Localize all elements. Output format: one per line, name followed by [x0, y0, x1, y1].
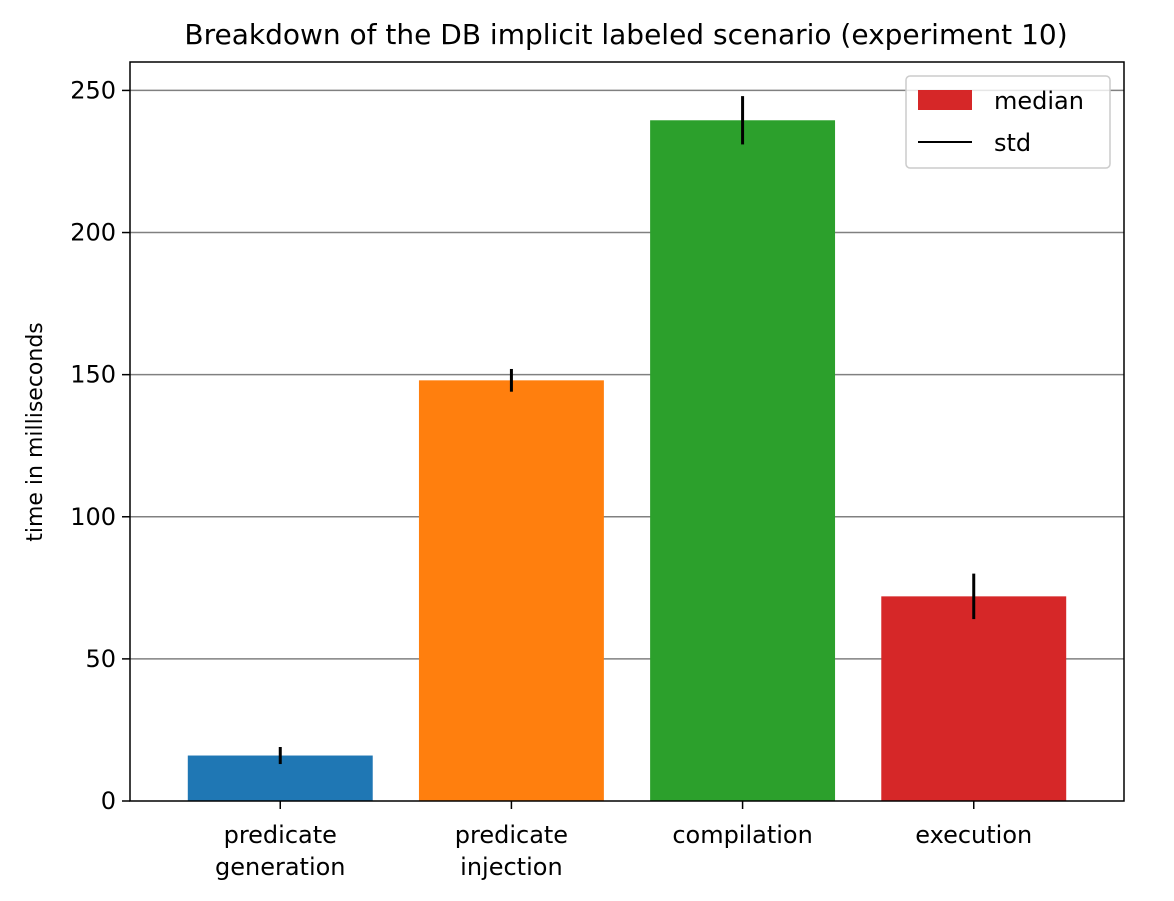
legend-label: median — [994, 87, 1084, 115]
chart-title: Breakdown of the DB implicit labeled sce… — [184, 18, 1067, 51]
y-tick-label: 150 — [70, 361, 116, 389]
bar — [418, 380, 604, 801]
x-tick-label: injection — [460, 853, 562, 881]
y-tick-label: 200 — [70, 219, 116, 247]
bar — [650, 120, 836, 801]
y-tick-label: 0 — [101, 787, 116, 815]
x-tick-label: generation — [215, 853, 346, 881]
errorbar-layer — [278, 96, 976, 765]
x-tick-label: predicate — [455, 821, 568, 849]
y-tick-label: 250 — [70, 76, 116, 104]
x-tick-label: compilation — [672, 821, 813, 849]
y-tick-label: 50 — [85, 645, 116, 673]
x-tick-label: execution — [915, 821, 1032, 849]
legend-swatch-median — [918, 90, 972, 110]
legend: median std — [905, 75, 1111, 169]
y-tick-label: 100 — [70, 503, 116, 531]
plot-frame — [129, 61, 1125, 802]
bars-layer — [187, 120, 1067, 801]
legend-label: std — [994, 129, 1031, 157]
bar — [881, 596, 1067, 801]
axes-layer: 0 50 100 150 200 250 predicate generation predic… — [70, 61, 1125, 881]
y-axis-label: time in milliseconds — [23, 322, 48, 542]
x-tick-label: predicate — [224, 821, 337, 849]
